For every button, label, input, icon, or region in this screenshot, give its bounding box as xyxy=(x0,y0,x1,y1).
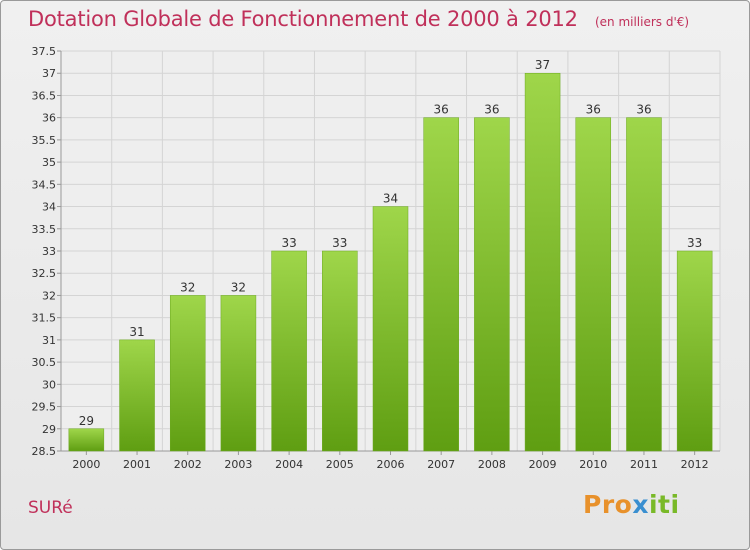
data-label: 32 xyxy=(231,280,246,294)
x-tick-label: 2003 xyxy=(224,458,252,471)
y-tick-label: 30.5 xyxy=(32,356,57,369)
y-tick-label: 37 xyxy=(42,67,56,80)
data-label: 33 xyxy=(281,236,296,250)
x-tick-label: 2000 xyxy=(72,458,100,471)
bar-2007 xyxy=(423,117,459,452)
y-tick-label: 31.5 xyxy=(32,312,57,325)
title-row: Dotation Globale de Fonctionnement de 20… xyxy=(28,7,689,31)
data-label: 37 xyxy=(535,58,550,72)
x-tick-label: 2004 xyxy=(275,458,303,471)
x-tick-label: 2011 xyxy=(630,458,658,471)
x-tick-labels: 2000 2001 2002 2003 2004 2005 2006 2007 2008 2009… xyxy=(72,458,708,471)
x-tick-label: 2008 xyxy=(478,458,506,471)
bar-2009 xyxy=(524,72,561,452)
x-tick-label: 2009 xyxy=(529,458,557,471)
y-tick-label: 29 xyxy=(42,423,56,436)
data-label: 33 xyxy=(687,236,702,250)
y-tick-label: 28.5 xyxy=(32,445,57,458)
y-tick-label: 35 xyxy=(42,156,56,169)
bar-2002 xyxy=(169,295,206,452)
chart-subtitle: (en milliers d'€) xyxy=(594,15,690,29)
logo-part-3: iti xyxy=(648,490,680,519)
data-label: 36 xyxy=(484,103,499,117)
y-tick-label: 32 xyxy=(42,289,56,302)
bar-2001 xyxy=(119,339,155,452)
data-label: 33 xyxy=(332,236,347,250)
bar-2006 xyxy=(372,206,409,452)
bar-2000 xyxy=(68,428,105,452)
x-tick-label: 2007 xyxy=(427,458,455,471)
y-tick-label: 34.5 xyxy=(32,178,57,191)
y-tick-label: 36 xyxy=(42,112,56,125)
bar-2003 xyxy=(220,295,257,452)
data-label: 36 xyxy=(586,103,601,117)
logo-part-1: Pro xyxy=(583,490,633,519)
bar-2004 xyxy=(271,250,307,452)
data-label: 32 xyxy=(180,280,195,294)
y-tick-label: 37.5 xyxy=(32,45,57,58)
y-tick-labels: 28.5 29 29.5 30 30.5 31 31.5 32 32.5 33 33.5 34 34.5… xyxy=(32,45,57,458)
bar-2011 xyxy=(626,117,662,452)
data-label: 36 xyxy=(636,103,651,117)
chart-title: Dotation Globale de Fonctionnement de 20… xyxy=(28,7,578,31)
y-tick-label: 33 xyxy=(42,245,56,258)
y-tick-label: 36.5 xyxy=(32,89,57,102)
bar-2005 xyxy=(322,250,358,452)
proxiti-logo[interactable]: Proxiti xyxy=(583,490,680,519)
data-label: 36 xyxy=(434,103,449,117)
bar-2010 xyxy=(575,117,612,452)
bar-2012 xyxy=(676,250,713,452)
x-tick-label: 2006 xyxy=(377,458,405,471)
y-tick-label: 33.5 xyxy=(32,223,57,236)
y-tick-label: 32.5 xyxy=(32,267,57,280)
bars xyxy=(68,72,713,452)
logo-part-2: x xyxy=(632,490,649,519)
x-tick-label: 2005 xyxy=(326,458,354,471)
y-tick-label: 30 xyxy=(42,378,56,391)
commune-name: SURé xyxy=(28,498,73,518)
x-tick-label: 2002 xyxy=(174,458,202,471)
data-label: 31 xyxy=(129,325,144,339)
x-tick-label: 2001 xyxy=(123,458,151,471)
bar-2008 xyxy=(474,117,510,452)
y-tick-label: 34 xyxy=(42,201,56,214)
x-tick-label: 2012 xyxy=(681,458,709,471)
x-tick-label: 2010 xyxy=(579,458,607,471)
y-tick-label: 31 xyxy=(42,334,56,347)
y-tick-label: 35.5 xyxy=(32,134,57,147)
data-label: 34 xyxy=(383,192,398,206)
y-tick-label: 29.5 xyxy=(32,401,57,414)
data-label: 29 xyxy=(79,414,94,428)
data-labels: 29 31 32 32 33 33 34 36 36 37 36 36 33 xyxy=(79,58,703,428)
